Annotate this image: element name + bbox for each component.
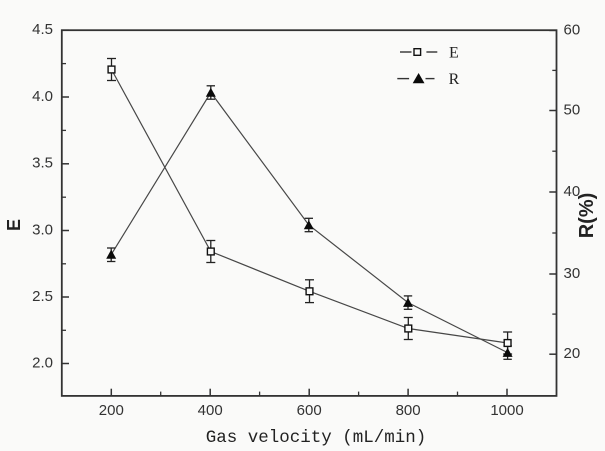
svg-text:Gas velocity (mL/min): Gas velocity (mL/min) <box>206 428 427 448</box>
svg-text:40: 40 <box>564 183 581 200</box>
svg-text:3.0: 3.0 <box>32 221 53 238</box>
svg-text:2.5: 2.5 <box>32 288 53 305</box>
svg-text:800: 800 <box>396 402 421 419</box>
svg-text:50: 50 <box>564 101 581 118</box>
svg-text:600: 600 <box>297 402 322 419</box>
svg-text:R(%): R(%) <box>576 193 598 239</box>
svg-text:3.5: 3.5 <box>32 155 53 172</box>
svg-text:2.0: 2.0 <box>32 354 53 371</box>
svg-text:1000: 1000 <box>490 402 523 419</box>
svg-text:60: 60 <box>564 21 581 38</box>
svg-text:30: 30 <box>564 265 581 282</box>
svg-text:E: E <box>4 219 24 231</box>
svg-text:4.5: 4.5 <box>32 21 53 38</box>
svg-text:20: 20 <box>564 345 581 362</box>
svg-text:R: R <box>449 71 460 88</box>
svg-text:200: 200 <box>99 402 124 419</box>
svg-text:4.0: 4.0 <box>32 88 53 105</box>
svg-text:E: E <box>449 45 459 62</box>
svg-text:400: 400 <box>198 402 223 419</box>
